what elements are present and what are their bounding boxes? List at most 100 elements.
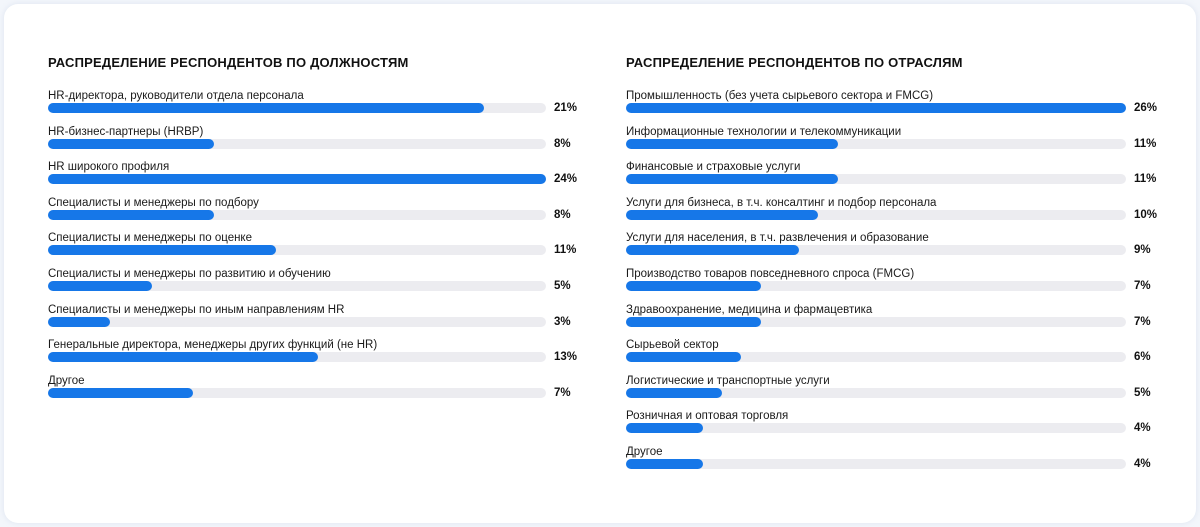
industries-bar-label: Другое [626,445,663,458]
positions-bar-row: HR-директора, руководители отдела персон… [48,89,584,125]
industries-bar-label: Промышленность (без учета сырьевого сект… [626,90,934,102]
positions-bar-row: HR-бизнес-партнеры (HRBP) 8% [48,125,584,161]
positions-bar [48,387,194,398]
industries-bar-value: 11% [1134,137,1157,150]
industries-chart-rows: Промышленность (без учета сырьевого сект… [626,89,1162,481]
industries-bar-value: 26% [1134,102,1158,114]
industries-bar-track [626,245,1126,256]
industries-bar-label: Услуги для бизнеса, в т.ч. консалтинг и … [626,196,937,209]
industries-bar-value: 6% [1134,351,1151,364]
positions-chart-title: РАСПРЕДЕЛЕНИЕ РЕСПОНДЕНТОВ ПО ДОЛЖНОСТЯМ [48,55,409,70]
industries-bar-label: Производство товаров повседневного спрос… [626,267,915,280]
industries-bar-value: 4% [1134,457,1151,470]
survey-card: РАСПРЕДЕЛЕНИЕ РЕСПОНДЕНТОВ ПО ДОЛЖНОСТЯМ… [4,4,1196,523]
positions-bar [48,316,111,327]
industries-bar-label: Информационные технологии и телекоммуник… [626,125,902,138]
industries-bar [626,352,742,363]
industries-bar [626,138,838,149]
industries-bar [626,103,1126,113]
positions-bar-value: 7% [554,386,571,399]
industries-bar [626,280,761,291]
industries-bar-row: Здравоохранение, медицина и фармацевтика… [626,303,1162,339]
industries-bar [626,316,761,327]
industries-bar-value: 9% [1134,244,1151,257]
industries-bar-row: Услуги для населения, в т.ч. развлечения… [626,231,1162,267]
positions-bar-track [48,316,546,327]
industries-bar-track [626,209,1126,220]
industries-chart-title: РАСПРЕДЕЛЕНИЕ РЕСПОНДЕНТОВ ПО ОТРАСЛЯМ [626,55,963,70]
positions-bar [48,174,546,185]
industries-bar-row: Финансовые и страховые услуги 11% [626,160,1162,196]
positions-bar-track [48,103,546,113]
positions-bar [48,209,214,220]
positions-bar [48,352,318,363]
industries-bar-track [626,280,1126,291]
industries-bar-label: Логистические и транспортные услуги [626,374,830,387]
industries-bar-row: Другое 4% [626,445,1162,481]
industries-bar [626,387,723,398]
industries-bar-label: Сырьевой сектор [626,339,719,352]
industries-bar-track [626,458,1126,469]
positions-bar-track [48,280,546,291]
industries-bar [626,245,800,256]
industries-bar-track [626,103,1126,113]
positions-bar-row: Генеральные директора, менеджеры других … [48,338,584,374]
industries-bar-row: Сырьевой сектор 6% [626,338,1162,374]
positions-bar-row: Специалисты и менеджеры по развитию и об… [48,267,584,303]
industries-bar [626,174,838,185]
positions-bar-value: 3% [554,315,571,328]
positions-bar-value: 5% [554,279,571,292]
positions-bar-value: 8% [554,137,571,150]
positions-chart: РАСПРЕДЕЛЕНИЕ РЕСПОНДЕНТОВ ПО ДОЛЖНОСТЯМ… [48,54,584,409]
positions-bar-label: Специалисты и менеджеры по развитию и об… [48,267,331,280]
positions-bar-label: HR-директора, руководители отдела персон… [48,90,304,102]
industries-bar-label: Здравоохранение, медицина и фармацевтика [626,303,873,316]
industries-bar-row: Услуги для бизнеса, в т.ч. консалтинг и … [626,196,1162,232]
industries-bar-row: Промышленность (без учета сырьевого сект… [626,89,1162,125]
positions-bar-track [48,174,546,185]
industries-chart: РАСПРЕДЕЛЕНИЕ РЕСПОНДЕНТОВ ПО ОТРАСЛЯМ П… [626,54,1162,481]
industries-bar-row: Производство товаров повседневного спрос… [626,267,1162,303]
industries-bar-track [626,138,1126,149]
positions-bar-row: Специалисты и менеджеры по оценке 11% [48,231,584,267]
positions-bar-label: Генеральные директора, менеджеры других … [48,339,378,352]
positions-bar-value: 11% [554,244,577,257]
positions-bar [48,103,484,113]
industries-bar-row: Информационные технологии и телекоммуник… [626,125,1162,161]
industries-bar-track [626,387,1126,398]
positions-bar-value: 13% [554,351,578,364]
positions-bar-track [48,352,546,363]
positions-bar-label: HR-бизнес-партнеры (HRBP) [48,125,204,138]
industries-bar [626,423,703,434]
positions-bar [48,280,152,291]
industries-bar-track [626,352,1126,363]
positions-bar-value: 8% [554,208,571,221]
positions-bar-track [48,138,546,149]
positions-bar-row: Другое 7% [48,374,584,410]
positions-chart-rows: HR-директора, руководители отдела персон… [48,89,584,409]
industries-bar [626,209,819,220]
positions-bar-track [48,209,546,220]
positions-bar [48,245,277,256]
industries-bar-value: 11% [1134,173,1157,186]
positions-bar-label: HR широкого профиля [48,161,170,174]
positions-bar-row: Специалисты и менеджеры по подбору 8% [48,196,584,232]
positions-bar-value: 24% [554,173,578,186]
industries-bar-label: Услуги для населения, в т.ч. развлечения… [626,232,929,245]
industries-bar-value: 5% [1134,386,1151,399]
industries-bar-value: 4% [1134,422,1151,435]
industries-bar-track [626,316,1126,327]
positions-bar-track [48,245,546,256]
industries-bar-value: 7% [1134,279,1151,292]
industries-bar-row: Логистические и транспортные услуги 5% [626,374,1162,410]
positions-bar-row: Специалисты и менеджеры по иным направле… [48,303,584,339]
industries-bar-label: Розничная и оптовая торговля [626,410,789,423]
positions-bar-row: HR широкого профиля 24% [48,160,584,196]
industries-bar-value: 7% [1134,315,1151,328]
positions-bar [48,138,214,149]
positions-bar-value: 21% [554,102,578,114]
positions-bar-label: Другое [48,374,85,387]
industries-bar [626,458,703,469]
industries-bar-row: Розничная и оптовая торговля 4% [626,409,1162,445]
industries-bar-value: 10% [1134,208,1158,221]
